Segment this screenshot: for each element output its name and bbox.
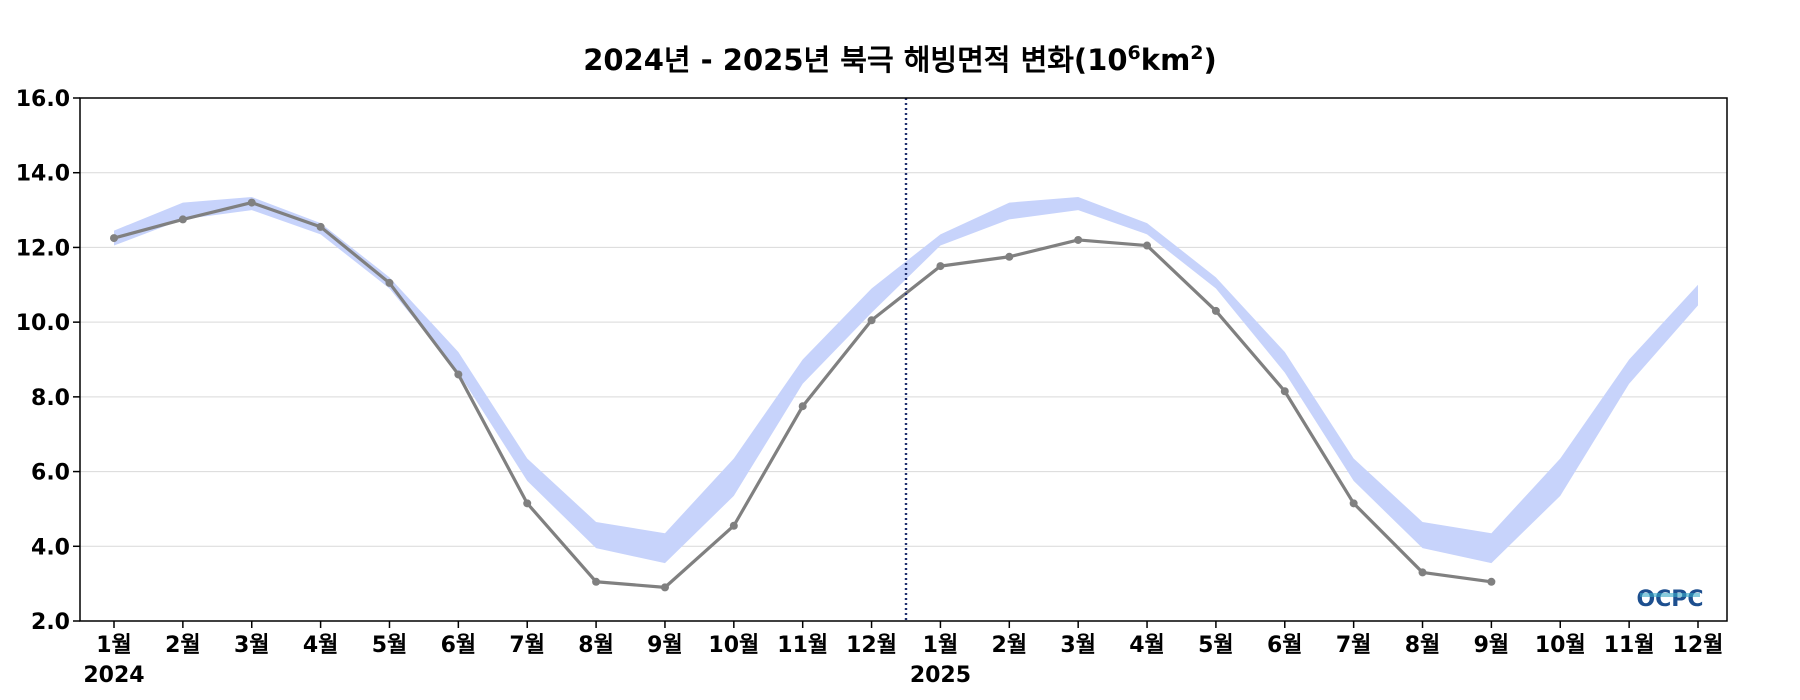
y-tick-label-0: 16.0 (16, 87, 70, 112)
observed-point-14 (1074, 235, 1083, 244)
x-tick-label-15: 4월 (1129, 633, 1165, 658)
climatology-range-band (114, 196, 1698, 564)
x-tick-label-22: 11월 (1604, 633, 1655, 658)
observed-series-layer (110, 198, 1496, 592)
observed-point-18 (1349, 499, 1358, 508)
observed-point-13 (1005, 252, 1014, 261)
x-tick-label-9: 10월 (708, 633, 759, 658)
ocpc-logo-text: OCPC (1636, 587, 1703, 612)
observed-point-7 (592, 577, 601, 586)
y-tick-label-1: 14.0 (16, 162, 70, 187)
x-tick-label-11: 12월 (846, 633, 897, 658)
chart-title-mid: km (1141, 43, 1191, 77)
y-tick-label-3: 10.0 (16, 311, 70, 336)
observed-point-1 (178, 215, 187, 224)
y-tick-label-5: 6.0 (31, 461, 70, 486)
observed-point-8 (660, 583, 669, 592)
x-tick-label-10: 11월 (777, 633, 828, 658)
year-label-2025: 2025 (910, 663, 971, 688)
x-tick-label-20: 9월 (1474, 633, 1510, 658)
y-tick-label-2: 12.0 (16, 236, 70, 261)
chart-title-sup1: 6 (1128, 42, 1141, 64)
y-tick-label-6: 4.0 (31, 535, 70, 560)
observed-point-10 (798, 402, 807, 411)
x-tick-label-12: 1월 (923, 633, 959, 658)
year-label-2024: 2024 (83, 663, 144, 688)
x-tick-label-4: 5월 (372, 633, 408, 658)
grid-lines (80, 172, 1727, 547)
observed-point-6 (523, 499, 532, 508)
chart-title: 2024년 - 2025년 북극 해빙면적 변화(106km2) (583, 42, 1217, 77)
ocpc-logo: OCPC (1636, 587, 1703, 612)
y-tick-label-7: 2.0 (31, 610, 70, 635)
y-tick-label-4: 8.0 (31, 386, 70, 411)
observed-point-12 (936, 262, 945, 271)
x-tick-label-5: 6월 (441, 633, 477, 658)
observed-point-11 (867, 316, 876, 325)
x-tick-label-3: 4월 (303, 633, 339, 658)
x-tick-label-0: 1월 (96, 633, 132, 658)
x-tick-label-17: 6월 (1267, 633, 1303, 658)
observed-point-2 (247, 198, 256, 207)
x-tick-label-7: 8월 (578, 633, 614, 658)
x-tick-label-14: 3월 (1060, 633, 1096, 658)
x-tick-label-6: 7월 (509, 633, 545, 658)
observed-point-9 (729, 521, 738, 530)
ocpc-logo-wave (1640, 593, 1700, 597)
x-tick-label-16: 5월 (1198, 633, 1234, 658)
observed-point-3 (316, 222, 325, 231)
x-tick-label-13: 2월 (992, 633, 1028, 658)
x-tick-label-19: 8월 (1405, 633, 1441, 658)
chart-title-end: ) (1204, 43, 1217, 77)
chart-title-main: 2024년 - 2025년 북극 해빙면적 변화(10 (583, 43, 1127, 77)
plot-frame (79, 97, 1728, 622)
observed-point-17 (1280, 387, 1289, 396)
range-band-layer (114, 196, 1698, 564)
observed-point-20 (1487, 577, 1496, 586)
x-tick-label-2: 3월 (234, 633, 270, 658)
observed-point-19 (1418, 568, 1427, 577)
x-tick-label-8: 9월 (647, 633, 683, 658)
x-tick-label-18: 7월 (1336, 633, 1372, 658)
x-tick-label-1: 2월 (165, 633, 201, 658)
observed-point-4 (385, 278, 394, 287)
tick-labels: 16.0 14.0 12.0 10.0 8.0 6.0 4.0 2.0 1월 2월 3월 4월 5월 6월… (16, 87, 1724, 688)
observed-point-16 (1211, 306, 1220, 315)
x-tick-label-23: 12월 (1673, 633, 1724, 658)
observed-point-5 (454, 370, 463, 379)
axes (73, 97, 1728, 628)
observed-point-0 (110, 234, 118, 243)
observed-point-15 (1143, 241, 1152, 250)
x-tick-label-21: 10월 (1535, 633, 1586, 658)
chart-title-sup2: 2 (1190, 42, 1203, 64)
